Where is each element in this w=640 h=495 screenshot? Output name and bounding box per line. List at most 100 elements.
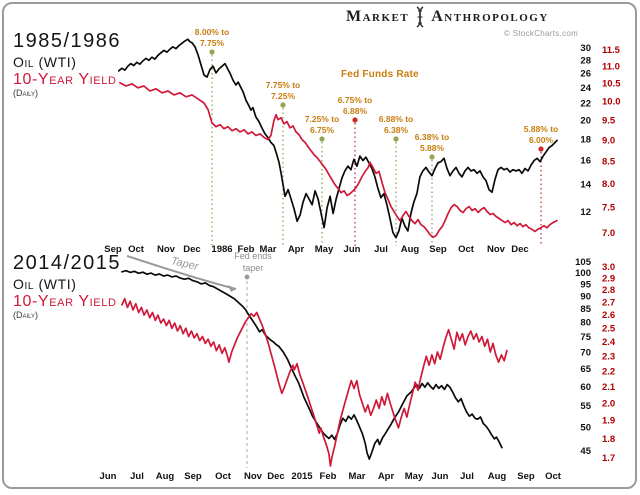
top-chart-legend: 1985/1986 Oil (WTI) 10-Year Yield (Daily…: [13, 31, 121, 99]
oil-axis-tick-label: 26: [580, 69, 591, 80]
oil-axis-tick-label: 55: [580, 401, 591, 412]
yield-axis-tick-label: 1.9: [602, 416, 615, 427]
oil-axis-tick-label: 12: [580, 207, 591, 218]
x-axis-tick-label: Nov: [157, 244, 176, 255]
taper-arrowhead-icon: [228, 285, 236, 292]
oil-series-line: [117, 38, 558, 239]
oil-series-line: [121, 269, 503, 460]
yield-axis-tick-label: 2.7: [602, 297, 615, 308]
fed-rate-annotation: 7.25% to6.75%: [305, 114, 340, 246]
oil-axis-tick-label: 95: [580, 279, 591, 290]
rate-cut-dot: [429, 154, 435, 160]
yield-axis-tick-label: 9.0: [602, 135, 615, 146]
oil-axis-tick-label: 60: [580, 382, 591, 393]
svg-text:6.88% to: 6.88% to: [379, 114, 414, 124]
taper-annotation: Taper: [126, 255, 237, 292]
svg-text:7.25% to: 7.25% to: [305, 114, 340, 124]
yield-axis-tick-label: 2.3: [602, 351, 615, 362]
bottom-chart-yield-label: 10-Year Yield: [13, 292, 117, 310]
top-chart-oil-label: Oil (WTI): [13, 54, 77, 70]
svg-text:6.88%: 6.88%: [343, 106, 368, 116]
fed-rate-annotation: 6.75% to6.88%: [338, 95, 373, 246]
svg-text:6.38% to: 6.38% to: [415, 132, 450, 142]
bottom-chart-legend: 2014/2015 Oil (WTI) 10-Year Yield (Daily…: [13, 253, 121, 321]
yield-axis-tick-label: 11.0: [602, 61, 620, 72]
top-chart-daily-label: (Daily): [13, 88, 39, 99]
rate-cut-dot: [280, 102, 286, 108]
x-axis-tick-label: Aug: [156, 471, 175, 482]
rate-cut-dot: [209, 49, 215, 55]
oil-axis-tick-label: 16: [580, 156, 591, 167]
stockcharts-credit: © StockCharts.com: [504, 29, 579, 38]
yield-axis-tick-label: 10.0: [602, 97, 621, 108]
x-axis-tick-label: Aug: [488, 471, 507, 482]
yield-axis-tick-label: 2.4: [602, 337, 616, 348]
svg-text:6.75% to: 6.75% to: [338, 95, 373, 105]
fed-rate-annotation: 6.38% to5.88%: [415, 132, 450, 246]
x-axis-tick-label: Apr: [288, 244, 305, 255]
top-chart-years-label: 1985/1986: [13, 30, 122, 52]
oil-axis-tick-label: 45: [580, 446, 591, 457]
fed-ends-taper-dot: [244, 274, 250, 280]
yield-axis-tick-label: 2.1: [602, 382, 616, 393]
x-axis-tick-label: Oct: [215, 471, 232, 482]
fed-rate-annotation: 7.75% to7.25%: [266, 80, 301, 246]
svg-text:8.00% to: 8.00% to: [195, 27, 230, 37]
oil-axis-tick-label: 70: [580, 347, 591, 358]
yield-axis-tick-label: 2.6: [602, 310, 615, 321]
x-axis-tick-label: Jun: [344, 244, 361, 255]
yield-axis-tick-label: 1.7: [602, 453, 615, 464]
yield-axis-tick-label: 2.8: [602, 285, 615, 296]
x-axis-tick-label: Sep: [517, 471, 535, 482]
x-axis-tick-label: Sep: [429, 244, 447, 255]
rate-cut-dot: [393, 136, 399, 142]
x-axis-tick-label: Nov: [487, 244, 506, 255]
x-axis-tick-label: Jun: [432, 471, 449, 482]
x-axis-tick-label: Aug: [401, 244, 420, 255]
oil-axis-tick-label: 28: [580, 55, 591, 66]
x-axis-tick-label: Dec: [183, 244, 200, 255]
oil-axis-tick-label: 22: [580, 99, 591, 110]
x-axis-tick-label: Mar: [260, 244, 277, 255]
fed-ends-taper-annotation: Fed ends taper: [234, 251, 272, 468]
x-axis-tick-label: 2015: [291, 471, 313, 482]
yield-axis-tick-label: 9.5: [602, 115, 616, 126]
svg-text:7.75% to: 7.75% to: [266, 80, 301, 90]
oil-axis-tick-label: 18: [580, 134, 591, 145]
x-axis-tick-label: May: [315, 244, 334, 255]
oil-axis-tick-label: 20: [580, 116, 591, 127]
x-axis-tick-label: Jul: [130, 471, 144, 482]
x-axis-tick-label: Dec: [267, 471, 284, 482]
yield-axis-tick-label: 1.8: [602, 434, 615, 445]
yield-axis-tick-label: 11.5: [602, 45, 621, 56]
bottom-chart-years-label: 2014/2015: [13, 252, 122, 274]
bottom-chart-daily-label: (Daily): [13, 310, 39, 321]
svg-text:5.88%: 5.88%: [420, 143, 445, 153]
fed-funds-rate-title: Fed Funds Rate: [341, 69, 419, 80]
rate-cut-dot: [319, 136, 325, 142]
yield-axis-tick-label: 8.5: [602, 156, 616, 167]
x-axis-tick-label: Jul: [460, 471, 474, 482]
brand-word-market: Market: [346, 8, 410, 25]
yield-axis-tick-label: 7.5: [602, 203, 616, 214]
x-axis-tick-label: Sep: [104, 244, 122, 255]
x-axis-tick-label: Feb: [320, 471, 337, 482]
x-axis-tick-label: Oct: [128, 244, 145, 255]
yield-axis-tick-label: 10.5: [602, 79, 621, 90]
svg-text:7.75%: 7.75%: [200, 38, 225, 48]
x-axis-tick-label: Sep: [184, 471, 202, 482]
brand-word-anthropology: Anthropology: [431, 8, 549, 25]
svg-text:7.25%: 7.25%: [271, 91, 296, 101]
oil-axis-tick-label: 30: [580, 43, 591, 54]
svg-text:taper: taper: [243, 263, 264, 273]
yield-axis-tick-label: 2.5: [602, 323, 616, 334]
x-axis-tick-label: Mar: [349, 471, 366, 482]
yield-axis-tick-label: 8.0: [602, 179, 615, 190]
yield-series-line: [119, 81, 558, 239]
x-axis-tick-label: Apr: [378, 471, 395, 482]
fed-rate-annotation: 8.00% to7.75%: [195, 27, 230, 246]
yield-axis-tick-label: 2.0: [602, 398, 615, 409]
x-axis-tick-label: Oct: [545, 471, 562, 482]
rate-hike-dot: [538, 146, 544, 152]
